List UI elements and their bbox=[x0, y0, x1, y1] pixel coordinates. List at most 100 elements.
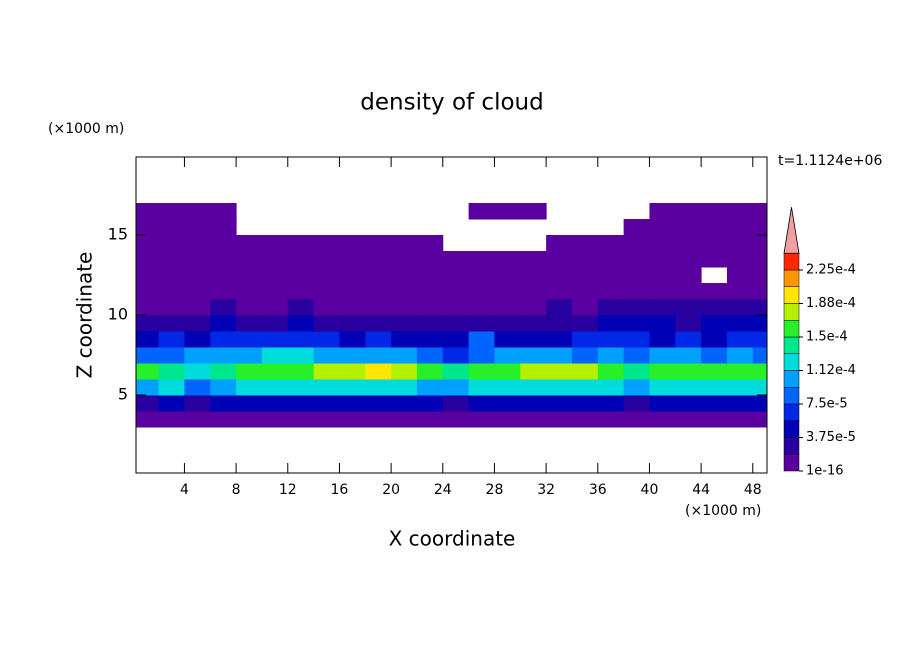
field-cell bbox=[339, 315, 366, 332]
colorbar-band bbox=[783, 353, 800, 371]
field-cell bbox=[701, 347, 728, 364]
field-cell bbox=[752, 347, 767, 364]
field-cell bbox=[752, 331, 767, 348]
field-cell bbox=[210, 283, 237, 300]
field-cell bbox=[494, 347, 521, 364]
field-cell bbox=[313, 411, 340, 428]
field-cell bbox=[726, 347, 754, 364]
field-cell bbox=[623, 299, 650, 316]
field-cell bbox=[675, 331, 702, 348]
field-cell bbox=[623, 267, 650, 284]
field-cell bbox=[494, 379, 521, 396]
field-cell bbox=[365, 251, 392, 268]
field-cell bbox=[649, 299, 676, 316]
field-cell bbox=[313, 331, 340, 348]
field-cell bbox=[520, 283, 547, 300]
field-cell bbox=[184, 235, 211, 252]
field-cell bbox=[158, 283, 185, 300]
field-cell bbox=[468, 299, 495, 316]
x-tick-label: 36 bbox=[589, 482, 607, 498]
field-cell bbox=[520, 331, 547, 348]
field-cell bbox=[520, 395, 547, 412]
field-cell bbox=[210, 395, 237, 412]
field-cell bbox=[726, 411, 754, 428]
field-cell bbox=[494, 315, 521, 332]
field-cell bbox=[701, 395, 728, 412]
field-cell bbox=[236, 363, 263, 380]
x-tick-label: 48 bbox=[744, 482, 762, 498]
colorbar-band bbox=[783, 336, 800, 354]
field-cell bbox=[726, 219, 754, 236]
field-cell bbox=[494, 411, 521, 428]
field-cell bbox=[546, 283, 573, 300]
field-cell bbox=[597, 331, 625, 348]
field-cell bbox=[701, 331, 728, 348]
field-cell bbox=[236, 299, 263, 316]
field-cell bbox=[597, 267, 625, 284]
field-cell bbox=[675, 299, 702, 316]
field-cell bbox=[136, 203, 160, 220]
field-cell bbox=[442, 331, 470, 348]
field-cell bbox=[701, 411, 728, 428]
field-cell bbox=[210, 235, 237, 252]
field-cell bbox=[546, 251, 573, 268]
field-cell bbox=[391, 379, 418, 396]
field-cell bbox=[494, 299, 521, 316]
field-cell bbox=[571, 379, 599, 396]
field-cell bbox=[520, 379, 547, 396]
field-cell bbox=[597, 251, 625, 268]
field-cell bbox=[675, 235, 702, 252]
field-cell bbox=[726, 331, 754, 348]
field-cell bbox=[158, 363, 185, 380]
field-cell bbox=[571, 395, 599, 412]
field-cell bbox=[571, 267, 599, 284]
field-cell bbox=[752, 203, 767, 220]
x-tick-label: 16 bbox=[331, 482, 349, 498]
field-cell bbox=[597, 283, 625, 300]
field-cell bbox=[287, 411, 315, 428]
x-tick-label: 8 bbox=[232, 482, 241, 498]
field-cell bbox=[752, 395, 767, 412]
field-cell bbox=[365, 331, 392, 348]
field-cell bbox=[339, 283, 366, 300]
field-cell bbox=[752, 379, 767, 396]
field-cell bbox=[442, 347, 470, 364]
field-cell bbox=[468, 251, 495, 268]
field-cell bbox=[365, 395, 392, 412]
field-cell bbox=[442, 395, 470, 412]
field-cell bbox=[416, 395, 444, 412]
field-cell bbox=[468, 395, 495, 412]
field-cell bbox=[184, 395, 211, 412]
field-cell bbox=[416, 251, 444, 268]
field-cell bbox=[184, 331, 211, 348]
field-cell bbox=[261, 379, 289, 396]
field-cell bbox=[623, 283, 650, 300]
field-cell bbox=[520, 363, 547, 380]
field-cell bbox=[701, 219, 728, 236]
field-cell bbox=[571, 347, 599, 364]
annotation: t=1.1124e+06 bbox=[778, 153, 882, 169]
field-cell bbox=[236, 411, 263, 428]
colorbar-tick-label: 2.25e-4 bbox=[806, 263, 856, 278]
field-cell bbox=[416, 347, 444, 364]
field-cell bbox=[339, 363, 366, 380]
field-cell bbox=[494, 363, 521, 380]
field-cell bbox=[468, 331, 495, 348]
field-cell bbox=[726, 395, 754, 412]
colorbar-tick-label: 7.5e-5 bbox=[806, 397, 848, 412]
field-cell bbox=[701, 299, 728, 316]
field-cell bbox=[287, 283, 315, 300]
field-cell bbox=[313, 363, 340, 380]
field-cell bbox=[210, 219, 237, 236]
field-cell bbox=[546, 347, 573, 364]
field-cell bbox=[261, 299, 289, 316]
field-cell bbox=[726, 283, 754, 300]
field-cell bbox=[520, 251, 547, 268]
field-cell bbox=[675, 283, 702, 300]
field-cell bbox=[313, 315, 340, 332]
field-cell bbox=[546, 299, 573, 316]
field-cell bbox=[494, 331, 521, 348]
field-cell bbox=[752, 219, 767, 236]
field-cell bbox=[623, 347, 650, 364]
field-cell bbox=[571, 363, 599, 380]
